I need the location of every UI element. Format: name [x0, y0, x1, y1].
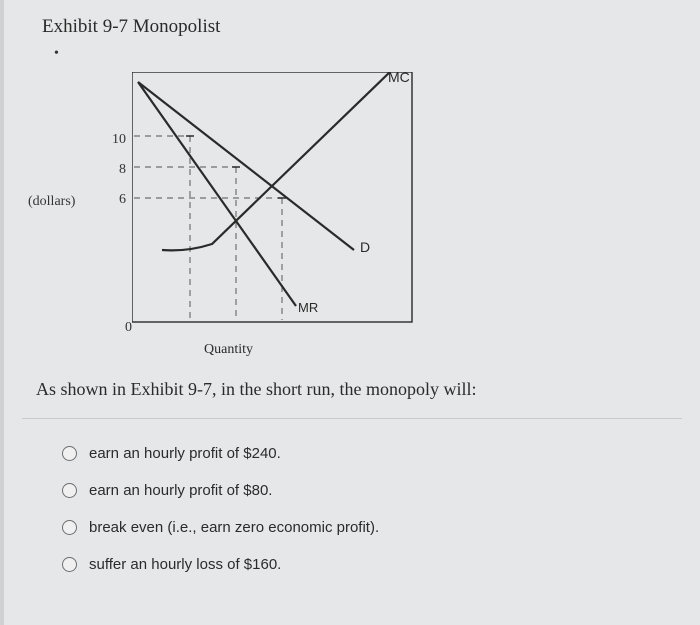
option-d-label: suffer an hourly loss of $160. — [89, 556, 281, 573]
option-a-label: earn an hourly profit of $240. — [89, 445, 281, 462]
radio-icon[interactable] — [62, 557, 77, 572]
radio-icon[interactable] — [62, 520, 77, 535]
ytick-6: 6 — [102, 192, 126, 208]
option-b[interactable]: earn an hourly profit of $80. — [62, 472, 680, 509]
chart-container: (dollars) 10 8 6 0 Quantity — [46, 72, 426, 357]
ytick-10: 10 — [102, 132, 126, 148]
option-a[interactable]: earn an hourly profit of $240. — [62, 435, 680, 472]
x-axis-label: Quantity — [204, 342, 253, 358]
option-c-label: break even (i.e., earn zero economic pro… — [89, 519, 379, 536]
question-text: As shown in Exhibit 9-7, in the short ru… — [4, 365, 700, 418]
ytick-8: 8 — [102, 162, 126, 178]
ytick-0: 0 — [108, 320, 132, 336]
exhibit-title: Exhibit 9-7 Monopolist — [4, 0, 700, 46]
y-axis-label: (dollars) — [28, 194, 75, 210]
mr-label: MR — [298, 300, 318, 315]
option-d[interactable]: suffer an hourly loss of $160. — [62, 546, 680, 583]
option-c[interactable]: break even (i.e., earn zero economic pro… — [62, 509, 680, 546]
d-label: D — [360, 239, 370, 255]
option-b-label: earn an hourly profit of $80. — [89, 482, 272, 499]
options-group: earn an hourly profit of $240. earn an h… — [4, 419, 700, 583]
question-card: Exhibit 9-7 Monopolist • (dollars) 10 8 … — [0, 0, 700, 625]
bullet-dot: • — [4, 46, 700, 62]
chart-svg: MC D MR — [132, 72, 422, 332]
radio-icon[interactable] — [62, 446, 77, 461]
radio-icon[interactable] — [62, 483, 77, 498]
mc-label: MC — [388, 72, 410, 85]
